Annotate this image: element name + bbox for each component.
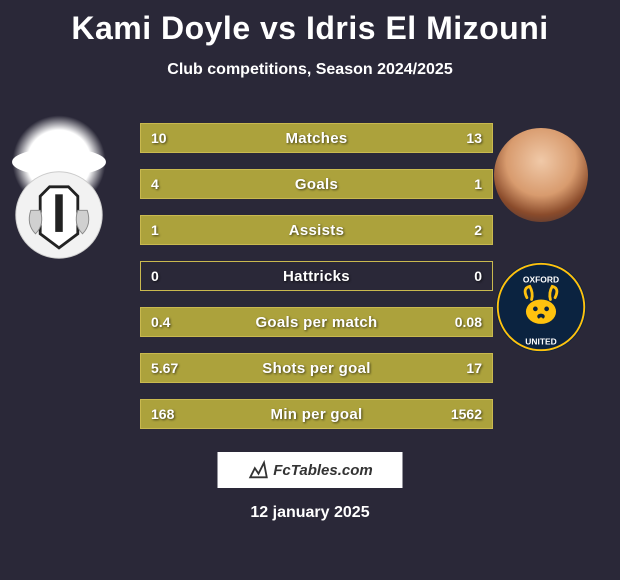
stat-row: 00Hattricks — [140, 261, 493, 291]
stat-label: Goals per match — [141, 308, 492, 336]
fctables-logo: FcTables.com — [218, 452, 403, 488]
stat-row: 1013Matches — [140, 123, 493, 153]
stat-row: 12Assists — [140, 215, 493, 245]
stat-row: 41Goals — [140, 169, 493, 199]
stat-label: Hattricks — [141, 262, 492, 290]
club-left-crest — [12, 168, 106, 262]
page-title: Kami Doyle vs Idris El Mizouni — [0, 0, 620, 47]
comparison-bars: 1013Matches 41Goals 12Assists 00Hattricks 0.… — [140, 123, 493, 429]
club-right-crest: OXFORD UNITED — [494, 260, 588, 354]
subtitle: Club competitions, Season 2024/2025 — [0, 61, 620, 79]
stat-row: 1681562Min per goal — [140, 399, 493, 429]
stat-label: Shots per goal — [141, 354, 492, 382]
stat-label: Min per goal — [141, 400, 492, 428]
logo-text: FcTables.com — [273, 462, 372, 479]
svg-text:OXFORD: OXFORD — [523, 275, 559, 285]
stat-row: 0.40.08Goals per match — [140, 307, 493, 337]
date-text: 12 january 2025 — [0, 504, 620, 522]
stat-label: Goals — [141, 170, 492, 198]
svg-text:UNITED: UNITED — [525, 337, 556, 347]
player-right-avatar — [494, 128, 588, 222]
stat-label: Assists — [141, 216, 492, 244]
logo-mark-icon — [247, 459, 269, 481]
stat-label: Matches — [141, 124, 492, 152]
stat-row: 5.6717Shots per goal — [140, 353, 493, 383]
